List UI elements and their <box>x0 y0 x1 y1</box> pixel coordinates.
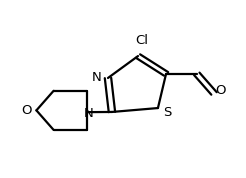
Text: N: N <box>84 106 93 120</box>
Text: O: O <box>21 104 32 117</box>
Text: O: O <box>216 84 226 97</box>
Text: Cl: Cl <box>135 33 148 47</box>
Text: N: N <box>92 70 102 84</box>
Text: S: S <box>163 106 171 119</box>
